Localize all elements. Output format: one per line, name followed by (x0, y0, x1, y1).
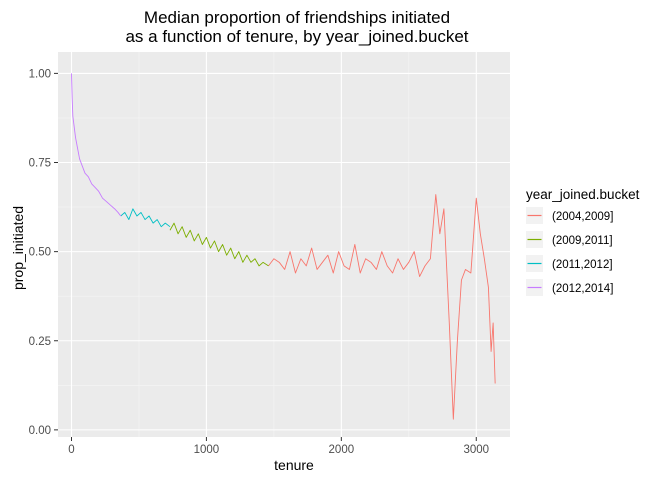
grid-minor (58, 52, 510, 437)
chart-title-line-1: Median proportion of friendships initiat… (144, 8, 450, 27)
x-axis: 0 1000 2000 3000 (68, 437, 489, 456)
y-tick-label: 1.00 (29, 68, 51, 80)
series-line-2012-2014 (71, 73, 122, 217)
legend-label: (2011,2012] (552, 259, 613, 271)
series-line-2009-2011 (169, 222, 269, 267)
chart-title: Median proportion of friendships initiat… (125, 8, 468, 46)
y-tick-label: 0.50 (29, 247, 51, 259)
y-tick-label: 0.75 (29, 158, 51, 170)
x-tick-label: 0 (68, 444, 74, 456)
x-tick-label: 1000 (194, 444, 220, 456)
legend-label: (2012,2014] (552, 283, 613, 295)
series-line-2011-2012 (120, 208, 171, 228)
legend-label: (2004,2009] (552, 211, 613, 223)
legend-label: (2009,2011] (552, 235, 613, 247)
y-axis: 0.00 0.25 0.50 0.75 1.00 (29, 68, 58, 437)
series-layer (71, 73, 496, 420)
plot-panel (58, 52, 510, 437)
chart-title-line-2: as a function of tenure, by year_joined.… (125, 27, 468, 46)
legend: year_joined.bucket (2004,2009] (2009,2011… (526, 187, 640, 296)
y-tick-label: 0.00 (29, 425, 51, 437)
y-axis-title: prop_initiated (10, 206, 26, 290)
x-tick-label: 2000 (329, 444, 355, 456)
x-tick-label: 3000 (463, 444, 489, 456)
y-tick-label: 0.25 (29, 336, 51, 348)
grid-major (58, 52, 510, 437)
x-axis-title: tenure (274, 457, 314, 473)
series-line-2004-2009 (268, 194, 496, 420)
legend-title: year_joined.bucket (526, 187, 640, 202)
